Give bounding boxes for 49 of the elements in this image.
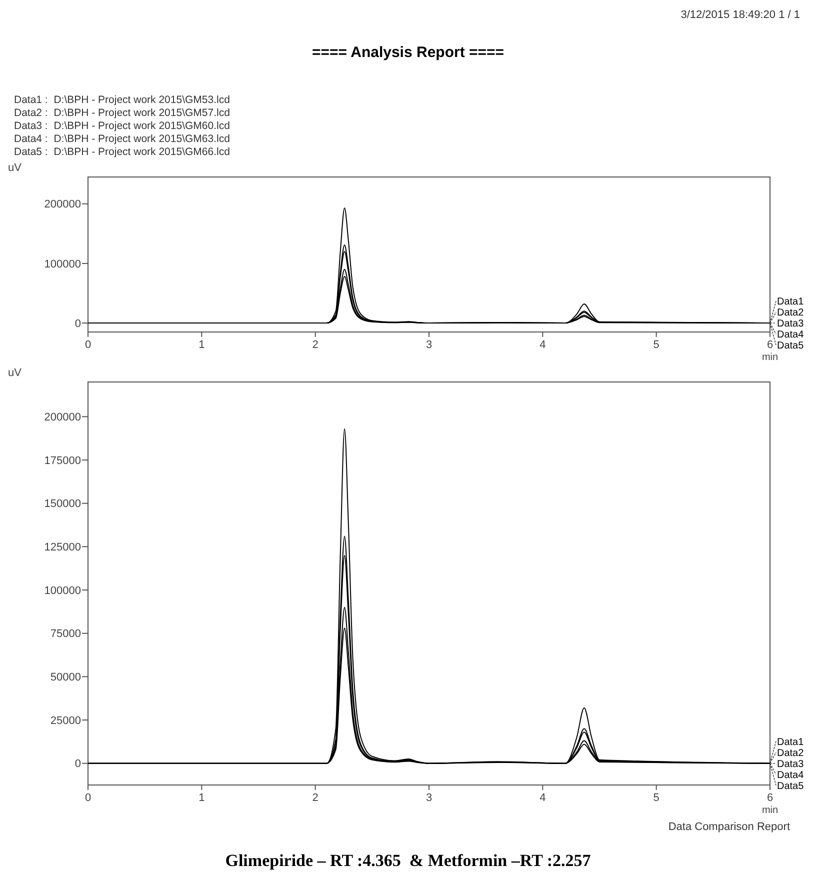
series-label: Data2 [777, 308, 804, 319]
x-tick-label: 6 [766, 792, 774, 804]
text: Data Comparison Report [668, 821, 790, 833]
y-tick-label: 100000 [44, 584, 81, 597]
text: 3/12/2015 18:49:20 1 / 1 [680, 9, 800, 21]
y-axis-title: uV [8, 367, 22, 379]
y-tick-label: 175000 [44, 454, 81, 467]
y-tick-label: 150000 [44, 498, 81, 510]
series-label: Data5 [777, 780, 804, 792]
y-tick-label: 50000 [50, 672, 81, 684]
x-axis-title: min [762, 805, 778, 816]
y-axis-title: uV [8, 162, 22, 174]
y-tick-label: 25000 [50, 714, 81, 727]
series-label: Data4 [777, 770, 804, 781]
x-tick-label: 3 [426, 792, 432, 804]
text: Data5 : D:\BPH - Project work 2015\GM66.lcd [14, 146, 230, 158]
x-tick-label: 6 [766, 339, 774, 351]
x-axis-title: min [762, 352, 778, 363]
x-tick-label: 2 [312, 339, 318, 351]
series-label: Data4 [777, 330, 804, 341]
series-label: Data3 [777, 318, 804, 330]
chart-title: ==== Analysis Report ==== [312, 44, 504, 61]
x-tick-label: 3 [426, 339, 432, 351]
y-tick-label: 75000 [50, 628, 81, 640]
series-label: Data3 [777, 758, 804, 770]
series-label: Data1 [777, 736, 804, 748]
y-tick-label: 0 [74, 758, 81, 770]
x-tick-label: 1 [198, 792, 205, 804]
text: Data2 : D:\BPH - Project work 2015\GM57.lcd [14, 107, 230, 119]
series-label: Data5 [777, 340, 804, 352]
x-tick-label: 4 [540, 339, 546, 351]
x-tick-label: 2 [312, 792, 318, 804]
y-tick-label: 0 [74, 318, 81, 330]
x-tick-label: 5 [653, 792, 660, 804]
series-label: Data2 [777, 748, 804, 759]
y-tick-label: 200000 [44, 198, 81, 211]
series-label: Data1 [777, 296, 804, 308]
x-tick-label: 5 [653, 339, 660, 351]
text: Data3 : D:\BPH - Project work 2015\GM60.lcd [14, 120, 230, 132]
text: Data1 : D:\BPH - Project work 2015\GM53.lcd [14, 94, 230, 106]
text: Glimepiride – RT :4.365 & Metformin –RT :2.257 [225, 851, 592, 870]
y-tick-label: 100000 [44, 258, 81, 270]
x-tick-label: 1 [198, 339, 205, 351]
x-tick-label: 4 [540, 792, 546, 804]
x-tick-label: 0 [84, 792, 92, 804]
text: Data4 : D:\BPH - Project work 2015\GM63.lcd [14, 133, 230, 145]
x-tick-label: 0 [84, 339, 92, 351]
y-tick-label: 125000 [44, 542, 81, 554]
y-tick-label: 200000 [44, 412, 81, 424]
